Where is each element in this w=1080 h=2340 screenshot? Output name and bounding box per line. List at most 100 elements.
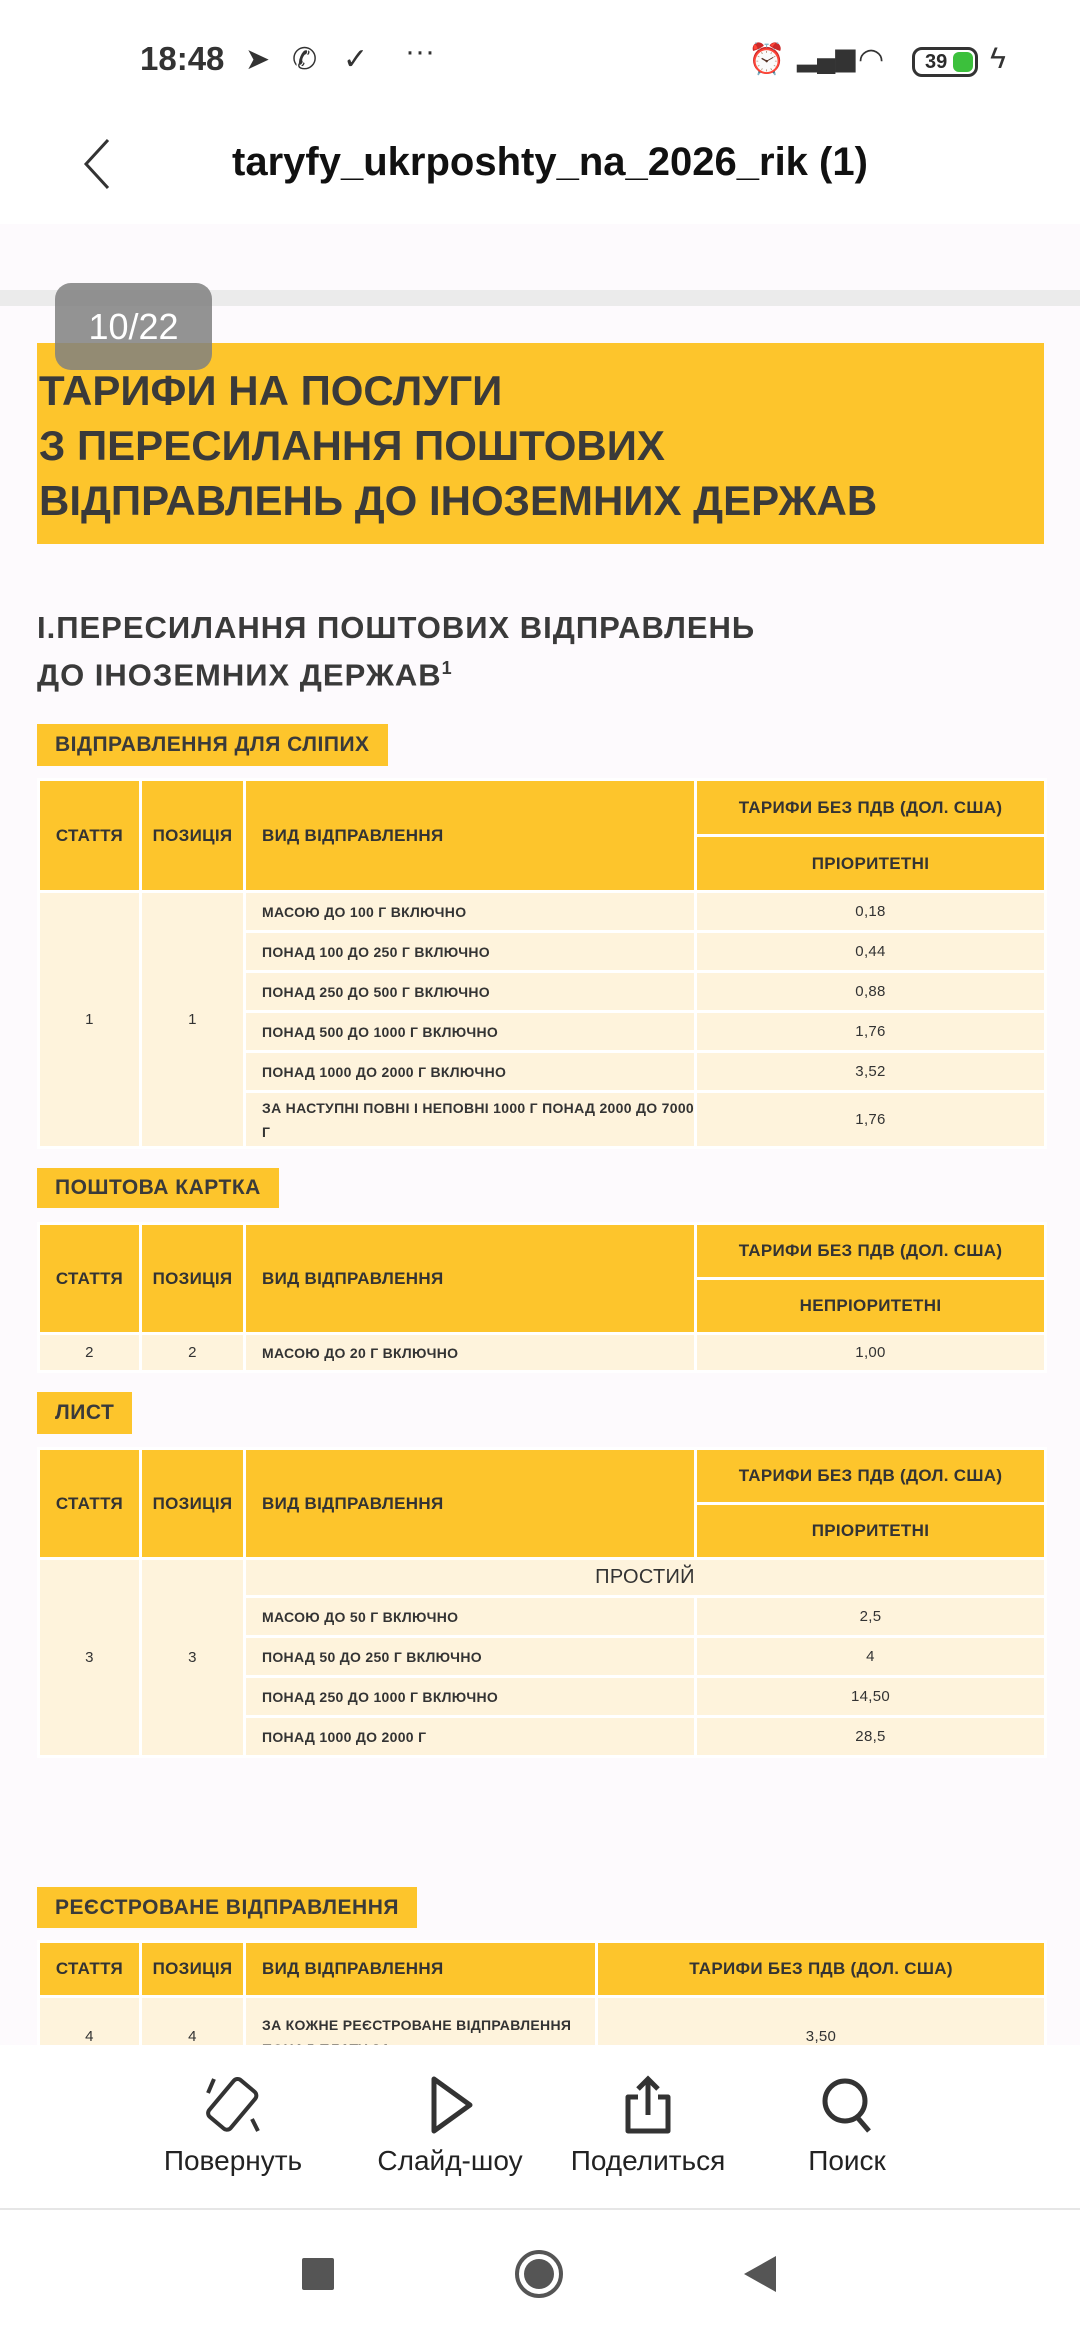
section-label: ПОШТОВА КАРТКА [37, 1168, 279, 1208]
heading-line: ДО ІНОЗЕМНИХ ДЕРЖАВ [37, 657, 442, 693]
tariff-cell: 4 [694, 1635, 1047, 1678]
page-title-banner: ТАРИФИ НА ПОСЛУГИ З ПЕРЕСИЛАННЯ ПОШТОВИХ… [37, 343, 1044, 544]
header-position: ПОЗИЦІЯ [139, 1447, 246, 1560]
header-tariff: ТАРИФИ БЕЗ ПДВ (ДОЛ. США) [694, 1447, 1047, 1505]
signal-icon: ▂▄▆ [797, 42, 856, 72]
rotate-button[interactable]: Повернуть [133, 2045, 333, 2177]
header-type: ВИД ВІДПРАВЛЕННЯ [243, 778, 697, 893]
home-button[interactable] [515, 2250, 563, 2298]
table-row: ПОНАД 50 ДО 250 Г ВКЛЮЧНО 4 [39, 1635, 1047, 1678]
table-row: ПОНАД 100 ДО 250 Г ВКЛЮЧНО 0,44 [39, 930, 1047, 973]
article-cell: 3 [37, 1557, 142, 1758]
table-row: ЗА НАСТУПНІ ПОВНІ І НЕПОВНІ 1000 Г ПОНАД… [39, 1090, 1047, 1149]
header-type: ВИД ВІДПРАВЛЕННЯ [243, 1940, 598, 1998]
position-cell: 2 [139, 1332, 246, 1373]
alarm-icon: ⏰ [748, 43, 786, 76]
tariff-cell: 0,18 [694, 890, 1047, 933]
header-type: ВИД ВІДПРАВЛЕННЯ [243, 1222, 697, 1335]
table-row: ПОНАД 250 ДО 500 Г ВКЛЮЧНО 0,88 [39, 970, 1047, 1013]
table-row: ПОНАД 500 ДО 1000 Г ВКЛЮЧНО 1,76 [39, 1010, 1047, 1053]
viber-icon: ✆ [292, 43, 318, 76]
share-label: Поделиться [570, 2145, 726, 2176]
share-button[interactable]: Поделиться [548, 2045, 748, 2177]
header-tariff: ТАРИФИ БЕЗ ПДВ (ДОЛ. США) [694, 778, 1047, 837]
type-cell: ПОНАД 500 ДО 1000 Г ВКЛЮЧНО [243, 1010, 697, 1053]
type-cell: ПОНАД 250 ДО 500 Г ВКЛЮЧНО [243, 970, 697, 1013]
type-cell: ПОНАД 250 ДО 1000 Г ВКЛЮЧНО [243, 1675, 697, 1718]
tariff-table: СТАТТЯ ПОЗИЦІЯ ВИД ВІДПРАВЛЕННЯ ТАРИФИ БЕЗ … [37, 778, 1047, 1149]
header-row: СТАТТЯ ПОЗИЦІЯ ВИД ВІДПРАВЛЕННЯ ТАРИФИ БЕЗ … [37, 1940, 1047, 1998]
slideshow-label: Слайд-шоу [377, 2145, 523, 2176]
header-article: СТАТТЯ [37, 778, 142, 893]
tariff-cell: 2,5 [694, 1595, 1047, 1638]
table-row: 2 2 МАСОЮ ДО 20 Г ВКЛЮЧНО 1,00 [37, 1332, 1047, 1373]
header-row: СТАТТЯ ПОЗИЦІЯ ВИД ВІДПРАВЛЕННЯ ТАРИФИ БЕЗ … [37, 778, 1047, 893]
tariff-table: СТАТТЯ ПОЗИЦІЯ ВИД ВІДПРАВЛЕННЯ ТАРИФИ БЕЗ … [37, 1222, 1047, 1373]
tariff-cell: 1,76 [694, 1090, 1047, 1149]
position-cell: 1 [139, 890, 246, 1149]
article-cell: 1 [37, 890, 142, 1149]
header-position: ПОЗИЦІЯ [139, 778, 246, 893]
rotate-icon [206, 2077, 260, 2132]
footnote-mark: 1 [441, 658, 453, 678]
battery-level: 39 [925, 51, 948, 73]
heading-line: І.ПЕРЕСИЛАННЯ ПОШТОВИХ ВІДПРАВЛЕНЬ [37, 610, 756, 645]
tariff-table: СТАТТЯ ПОЗИЦІЯ ВИД ВІДПРАВЛЕННЯ ТАРИФИ БЕЗ … [37, 1447, 1047, 1758]
header-article: СТАТТЯ [37, 1940, 142, 1998]
slideshow-button[interactable]: Слайд-шоу [350, 2045, 550, 2177]
page-indicator: 10/22 [55, 283, 212, 370]
table-row: ПОНАД 1000 ДО 2000 Г 28,5 [39, 1715, 1047, 1758]
header-position: ПОЗИЦІЯ [139, 1222, 246, 1335]
header-priority: НЕПРІОРИТЕТНІ [694, 1277, 1047, 1335]
type-cell: МАСОЮ ДО 100 Г ВКЛЮЧНО [243, 890, 697, 933]
tariff-cell: 1,00 [694, 1332, 1047, 1373]
table-row: 3 3 ПРОСТИЙ [37, 1557, 1047, 1758]
table-row: ПОНАД 1000 ДО 2000 Г ВКЛЮЧНО 3,52 [39, 1050, 1047, 1093]
header-tariff: ТАРИФИ БЕЗ ПДВ (ДОЛ. США) [595, 1940, 1047, 1998]
charging-icon: ϟ [990, 42, 1006, 75]
tariff-cell: 0,88 [694, 970, 1047, 1013]
header-priority: ПРІОРИТЕТНІ [694, 834, 1047, 893]
search-icon [822, 2078, 871, 2133]
header-type: ВИД ВІДПРАВЛЕННЯ [243, 1447, 697, 1560]
header-tariff: ТАРИФИ БЕЗ ПДВ (ДОЛ. США) [694, 1222, 1047, 1280]
banner-line: ТАРИФИ НА ПОСЛУГИ [39, 367, 503, 414]
download-done-icon: ✓ [343, 43, 369, 76]
header-row: СТАТТЯ ПОЗИЦІЯ ВИД ВІДПРАВЛЕННЯ ТАРИФИ БЕЗ … [37, 1222, 1047, 1335]
back-arrow-icon[interactable] [80, 138, 114, 190]
position-cell: 3 [139, 1557, 246, 1758]
header-position: ПОЗИЦІЯ [139, 1940, 246, 1998]
header-priority: ПРІОРИТЕТНІ [694, 1502, 1047, 1560]
tariff-cell: 0,44 [694, 930, 1047, 973]
section-label: РЕЄСТРОВАНЕ ВІДПРАВЛЕННЯ [37, 1887, 417, 1928]
tariff-cell: 1,76 [694, 1010, 1047, 1053]
banner-line: ВІДПРАВЛЕНЬ ДО ІНОЗЕМНИХ ДЕРЖАВ [39, 477, 878, 524]
rotate-label: Повернуть [163, 2145, 303, 2176]
type-cell: МАСОЮ ДО 20 Г ВКЛЮЧНО [243, 1332, 697, 1373]
header-article: СТАТТЯ [37, 1222, 142, 1335]
table-row: ПОНАД 250 ДО 1000 Г ВКЛЮЧНО 14,50 [39, 1675, 1047, 1718]
table-row: 1 1 МАСОЮ ДО 100 Г ВКЛЮЧНО 0,18 [37, 890, 1047, 1149]
navigation-bar [0, 2212, 1080, 2340]
play-icon [431, 2076, 473, 2134]
banner-line: З ПЕРЕСИЛАННЯ ПОШТОВИХ [39, 422, 665, 469]
document-title: taryfy_ukrposhty_na_2026_rik (1) [232, 140, 868, 184]
tariff-cell: 28,5 [694, 1715, 1047, 1758]
bottom-toolbar: Повернуть Слайд-шоу Поделиться Поиск [0, 2045, 1080, 2210]
type-cell: ПОНАД 1000 ДО 2000 Г ВКЛЮЧНО [243, 1050, 697, 1093]
group-header: ПРОСТИЙ [243, 1557, 1047, 1598]
search-button[interactable]: Поиск [747, 2045, 947, 2177]
wifi-icon: ◠ [858, 43, 885, 76]
back-button[interactable] [742, 2256, 778, 2292]
recents-button[interactable] [302, 2258, 334, 2290]
app-bar [0, 120, 1080, 224]
type-cell: ПОНАД 50 ДО 250 Г ВКЛЮЧНО [243, 1635, 697, 1678]
previous-page [0, 224, 1080, 290]
article-cell: 2 [37, 1332, 142, 1373]
header-article: СТАТТЯ [37, 1447, 142, 1560]
share-icon [625, 2075, 671, 2134]
section-heading: І.ПЕРЕСИЛАННЯ ПОШТОВИХ ВІДПРАВЛЕНЬ ДО ІН… [37, 608, 755, 695]
header-row: СТАТТЯ ПОЗИЦІЯ ВИД ВІДПРАВЛЕННЯ ТАРИФИ БЕЗ … [37, 1447, 1047, 1560]
type-cell: ПОНАД 1000 ДО 2000 Г [243, 1715, 697, 1758]
more-icon: ··· [405, 35, 435, 68]
